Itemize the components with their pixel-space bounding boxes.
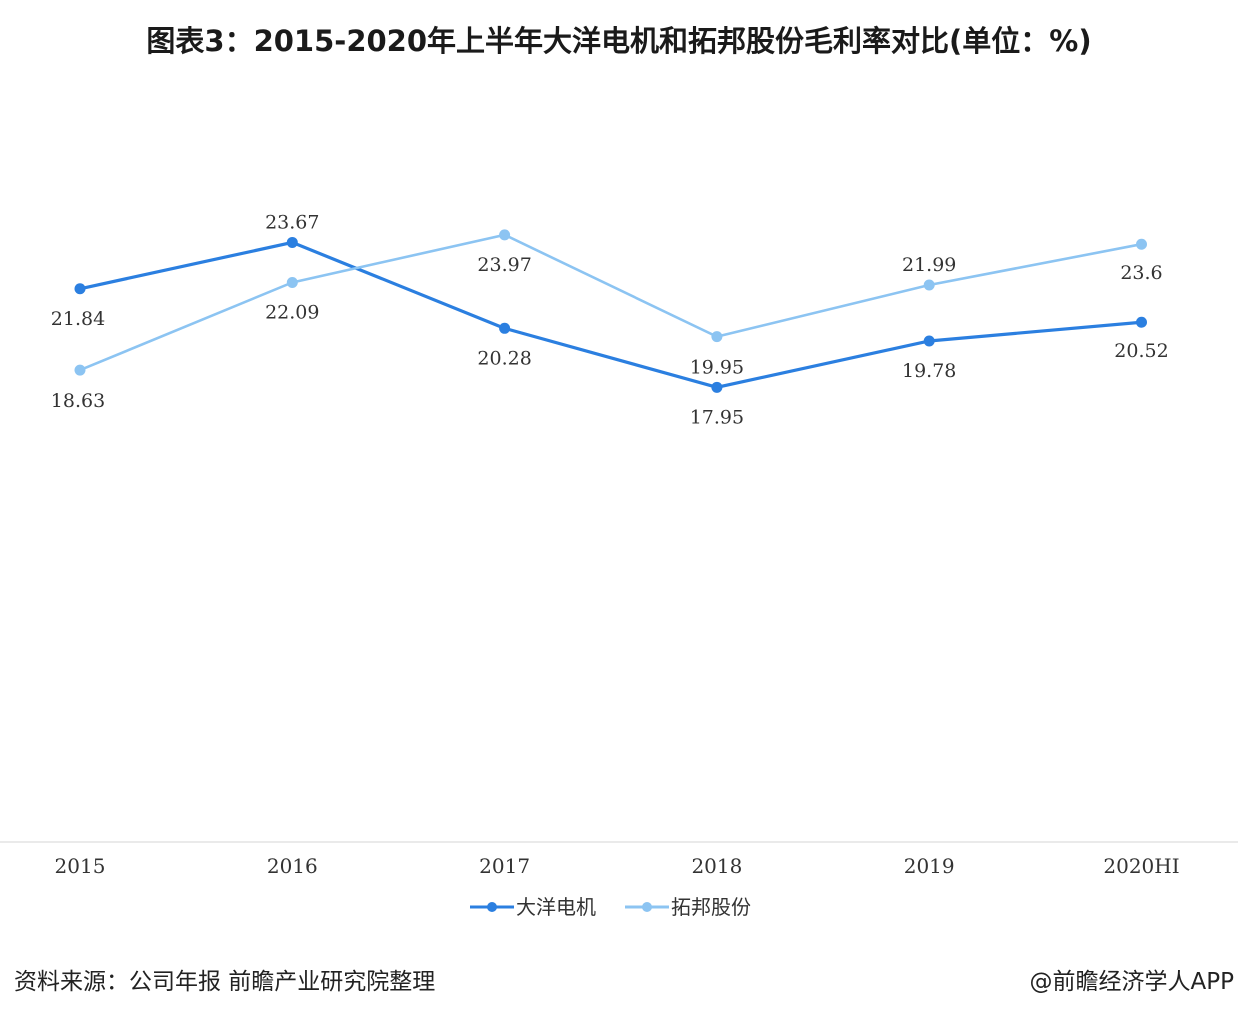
legend-label: 大洋电机 [516,895,596,919]
data-label: 18.63 [51,390,105,412]
x-tick-label: 2019 [904,854,955,878]
source-note: 资料来源：公司年报 前瞻产业研究院整理 [14,969,436,995]
data-label: 21.84 [51,308,105,330]
x-tick-label: 2017 [479,854,530,878]
data-point [74,283,86,295]
data-point [286,276,298,288]
data-label: 21.99 [902,254,956,276]
series-line-dayang [79,240,1142,389]
brand-credit: @前瞻经济学人APP [1029,969,1234,995]
data-point [711,381,723,393]
legend-swatch-marker [642,902,652,912]
data-point [499,229,511,241]
data-label: 19.95 [690,357,744,379]
data-label: 23.97 [477,254,531,276]
legend-label: 拓邦股份 [671,895,751,919]
x-tick-label: 2020HI [1103,854,1179,878]
x-tick-label: 2016 [267,854,318,878]
data-point [286,236,298,248]
data-label: 20.52 [1114,340,1168,362]
data-label: 17.95 [690,406,744,428]
x-tick-label: 2015 [55,854,106,878]
data-point [499,322,511,334]
data-label: 23.6 [1120,262,1162,284]
data-point [1136,316,1147,328]
data-label: 19.78 [902,360,956,382]
series-line-tuobang [79,233,1142,372]
data-label: 20.28 [477,347,531,369]
data-point [923,335,935,347]
data-label: 23.67 [265,211,319,233]
data-point [711,331,723,343]
x-tick-label: 2018 [691,854,742,878]
data-point [1136,238,1147,250]
legend-swatch-marker [487,902,497,912]
data-label: 22.09 [265,301,319,323]
data-point [923,279,935,291]
data-point [74,364,86,376]
chart-title: 图表3：2015-2020年上半年大洋电机和拓邦股份毛利率对比(单位：%) [146,24,1092,58]
